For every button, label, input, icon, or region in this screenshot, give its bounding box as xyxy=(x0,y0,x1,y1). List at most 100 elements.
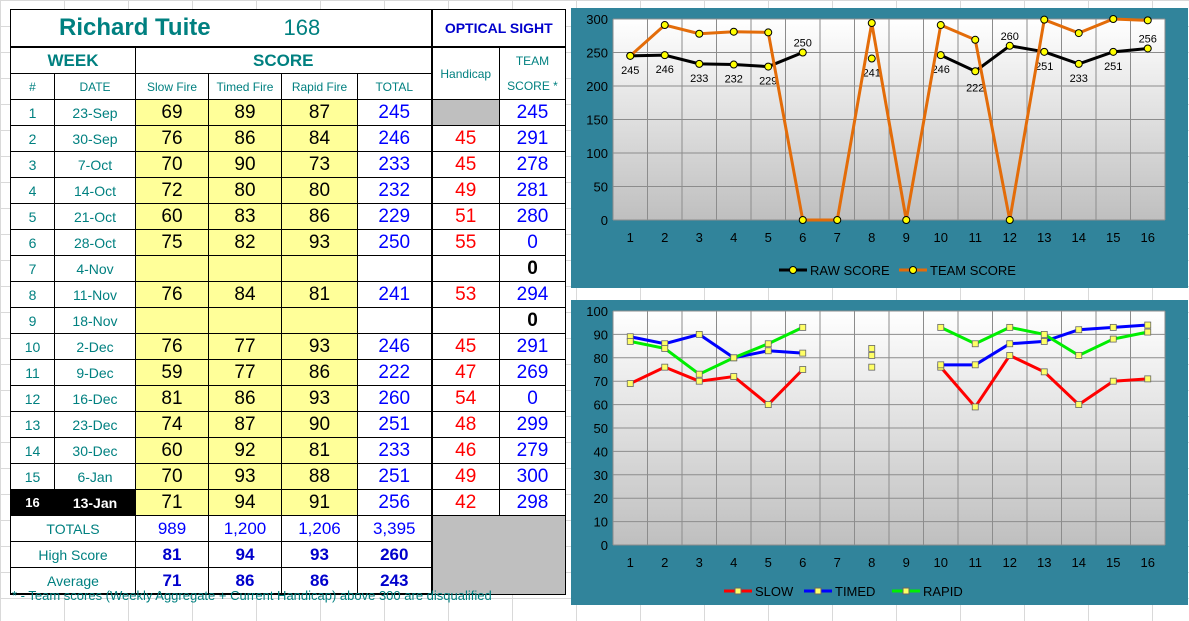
cell-timed[interactable]: 93 xyxy=(208,463,282,490)
team-score-header[interactable]: SCORE * xyxy=(499,73,566,100)
cell-rapid[interactable]: 73 xyxy=(281,151,358,178)
cell-total[interactable]: 233 xyxy=(357,151,433,178)
cell-num[interactable]: 7 xyxy=(10,255,55,282)
cell-num[interactable]: 2 xyxy=(10,125,55,152)
cell-num[interactable]: 4 xyxy=(10,177,55,204)
cell-date[interactable]: 2-Dec xyxy=(54,333,136,360)
cell-date[interactable]: 18-Nov xyxy=(54,307,136,334)
totals-total[interactable]: 3,395 xyxy=(357,515,433,542)
cell-num[interactable]: 13 xyxy=(10,411,55,438)
cell-slow[interactable]: 81 xyxy=(135,385,209,412)
high-timed[interactable]: 94 xyxy=(208,541,282,568)
cell-rapid[interactable]: 80 xyxy=(281,177,358,204)
high-label[interactable]: High Score xyxy=(10,541,136,568)
cell-team[interactable]: 294 xyxy=(499,281,566,308)
cell-handicap[interactable]: 53 xyxy=(431,281,500,308)
cell-timed[interactable]: 77 xyxy=(208,359,282,386)
cell-team[interactable]: 0 xyxy=(499,385,566,412)
cell-timed[interactable]: 83 xyxy=(208,203,282,230)
cell-total[interactable]: 251 xyxy=(357,463,433,490)
cell-rapid[interactable]: 84 xyxy=(281,125,358,152)
high-total[interactable]: 260 xyxy=(357,541,433,568)
cell-slow[interactable]: 70 xyxy=(135,151,209,178)
cell-num[interactable]: 15 xyxy=(10,463,55,490)
cell-team[interactable]: 299 xyxy=(499,411,566,438)
cell-timed[interactable]: 86 xyxy=(208,385,282,412)
cell-rapid[interactable]: 93 xyxy=(281,385,358,412)
cell-timed[interactable]: 92 xyxy=(208,437,282,464)
cell-total[interactable]: 260 xyxy=(357,385,433,412)
cell-total[interactable]: 232 xyxy=(357,177,433,204)
cell-total[interactable]: 246 xyxy=(357,333,433,360)
cell-num[interactable]: 14 xyxy=(10,437,55,464)
cell-slow[interactable] xyxy=(135,255,209,282)
header-total[interactable]: 168 xyxy=(281,9,433,48)
cell-handicap[interactable]: 47 xyxy=(431,359,500,386)
cell-total[interactable]: 251 xyxy=(357,411,433,438)
cell-handicap[interactable]: 49 xyxy=(431,463,500,490)
cell-handicap[interactable]: 45 xyxy=(431,125,500,152)
high-rapid[interactable]: 93 xyxy=(281,541,358,568)
cell-handicap[interactable] xyxy=(431,255,500,282)
cell-slow[interactable]: 76 xyxy=(135,125,209,152)
cell-num[interactable]: 9 xyxy=(10,307,55,334)
cell-total[interactable]: 245 xyxy=(357,99,433,126)
cell-slow[interactable]: 69 xyxy=(135,99,209,126)
cell-rapid[interactable]: 88 xyxy=(281,463,358,490)
average-total[interactable]: 243 xyxy=(357,567,433,595)
cell-team[interactable]: 291 xyxy=(499,333,566,360)
col-date[interactable]: DATE xyxy=(54,73,136,100)
cell-rapid[interactable]: 87 xyxy=(281,99,358,126)
team-header[interactable]: TEAM xyxy=(499,46,566,74)
cell-date[interactable]: 23-Dec xyxy=(54,411,136,438)
cell-handicap[interactable]: 46 xyxy=(431,437,500,464)
cell-slow[interactable]: 71 xyxy=(135,489,209,516)
cell-rapid[interactable]: 93 xyxy=(281,333,358,360)
cell-rapid[interactable]: 90 xyxy=(281,411,358,438)
cell-total[interactable]: 246 xyxy=(357,125,433,152)
cell-timed[interactable]: 94 xyxy=(208,489,282,516)
cell-slow[interactable]: 60 xyxy=(135,437,209,464)
cell-date[interactable]: 30-Sep xyxy=(54,125,136,152)
shooter-name[interactable]: Richard Tuite xyxy=(10,9,282,48)
cell-slow[interactable]: 74 xyxy=(135,411,209,438)
col-num[interactable]: # xyxy=(10,73,55,100)
cell-date[interactable]: 28-Oct xyxy=(54,229,136,256)
cell-handicap[interactable]: 54 xyxy=(431,385,500,412)
cell-total[interactable] xyxy=(357,307,433,334)
cell-total[interactable]: 256 xyxy=(357,489,433,516)
cell-team[interactable]: 269 xyxy=(499,359,566,386)
cell-slow[interactable]: 60 xyxy=(135,203,209,230)
cell-rapid[interactable]: 93 xyxy=(281,229,358,256)
cell-slow[interactable]: 76 xyxy=(135,281,209,308)
cell-rapid[interactable]: 86 xyxy=(281,359,358,386)
cell-team[interactable]: 298 xyxy=(499,489,566,516)
empty-gray-cell[interactable] xyxy=(431,515,566,595)
cell-team[interactable]: 300 xyxy=(499,463,566,490)
cell-total[interactable]: 250 xyxy=(357,229,433,256)
cell-date[interactable]: 14-Oct xyxy=(54,177,136,204)
cell-rapid[interactable] xyxy=(281,307,358,334)
cell-handicap[interactable]: 51 xyxy=(431,203,500,230)
cell-handicap[interactable]: 49 xyxy=(431,177,500,204)
score-header[interactable]: SCORE xyxy=(135,46,433,74)
cell-timed[interactable] xyxy=(208,307,282,334)
cell-timed[interactable]: 80 xyxy=(208,177,282,204)
cell-total[interactable]: 233 xyxy=(357,437,433,464)
cell-handicap[interactable] xyxy=(431,99,500,126)
cell-team[interactable]: 278 xyxy=(499,151,566,178)
cell-total[interactable] xyxy=(357,255,433,282)
handicap-header[interactable]: Handicap xyxy=(431,46,500,100)
cell-date[interactable]: 21-Oct xyxy=(54,203,136,230)
cell-handicap[interactable]: 45 xyxy=(431,151,500,178)
totals-slow[interactable]: 989 xyxy=(135,515,209,542)
totals-timed[interactable]: 1,200 xyxy=(208,515,282,542)
cell-total[interactable]: 222 xyxy=(357,359,433,386)
cell-team[interactable]: 279 xyxy=(499,437,566,464)
totals-label[interactable]: TOTALS xyxy=(10,515,136,542)
cell-timed[interactable]: 87 xyxy=(208,411,282,438)
cell-slow[interactable] xyxy=(135,307,209,334)
col-timed[interactable]: Timed Fire xyxy=(208,73,282,100)
cell-timed[interactable]: 86 xyxy=(208,125,282,152)
high-slow[interactable]: 81 xyxy=(135,541,209,568)
